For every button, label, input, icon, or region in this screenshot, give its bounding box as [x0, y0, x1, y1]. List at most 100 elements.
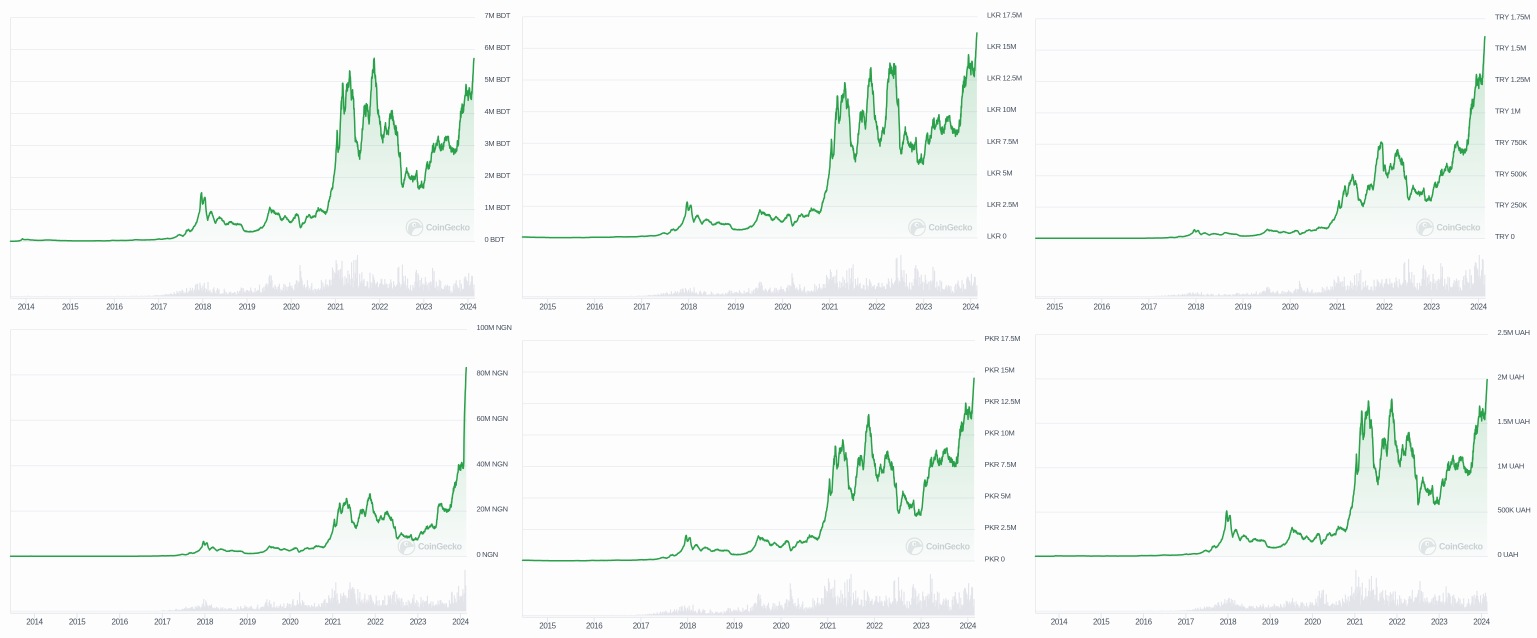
svg-text:2017: 2017 — [154, 617, 171, 626]
svg-text:40M NGN: 40M NGN — [477, 459, 508, 468]
svg-text:20M NGN: 20M NGN — [477, 505, 508, 514]
svg-text:2014: 2014 — [26, 617, 43, 626]
svg-text:2.5M UAH: 2.5M UAH — [1498, 328, 1530, 337]
svg-text:PKR 0: PKR 0 — [985, 555, 1005, 564]
svg-text:2015: 2015 — [1093, 617, 1110, 626]
svg-text:100M NGN: 100M NGN — [477, 323, 512, 332]
svg-text:2016: 2016 — [586, 621, 603, 630]
svg-text:3M BDT: 3M BDT — [485, 139, 511, 148]
svg-text:PKR 5M: PKR 5M — [985, 492, 1011, 501]
svg-text:2020: 2020 — [283, 302, 300, 311]
svg-text:2018: 2018 — [1188, 302, 1205, 311]
svg-text:2023: 2023 — [410, 617, 427, 626]
svg-text:PKR 2.5M: PKR 2.5M — [985, 523, 1017, 532]
svg-text:2022: 2022 — [1389, 617, 1406, 626]
svg-text:LKR 15M: LKR 15M — [987, 42, 1016, 51]
svg-text:2019: 2019 — [726, 621, 743, 630]
svg-text:LKR 17.5M: LKR 17.5M — [987, 10, 1022, 19]
svg-text:0 NGN: 0 NGN — [477, 550, 498, 559]
svg-text:60M NGN: 60M NGN — [477, 414, 508, 423]
svg-text:LKR 7.5M: LKR 7.5M — [987, 137, 1018, 146]
svg-text:2017: 2017 — [633, 302, 650, 311]
svg-text:2018: 2018 — [195, 302, 212, 311]
svg-text:2016: 2016 — [586, 302, 603, 311]
svg-text:2015: 2015 — [62, 302, 79, 311]
svg-text:5M BDT: 5M BDT — [485, 75, 511, 84]
svg-text:PKR 12.5M: PKR 12.5M — [985, 397, 1021, 406]
svg-text:2023: 2023 — [915, 302, 932, 311]
svg-text:500K UAH: 500K UAH — [1498, 506, 1531, 515]
svg-text:PKR 15M: PKR 15M — [985, 366, 1015, 375]
svg-text:2018: 2018 — [197, 617, 214, 626]
svg-text:2019: 2019 — [727, 302, 744, 311]
svg-text:TRY 1.75M: TRY 1.75M — [1495, 12, 1530, 21]
svg-text:2021: 2021 — [327, 302, 344, 311]
svg-text:TRY 1M: TRY 1M — [1495, 107, 1520, 116]
svg-text:2020: 2020 — [773, 621, 790, 630]
svg-text:2021: 2021 — [324, 617, 341, 626]
svg-text:PKR 10M: PKR 10M — [985, 429, 1015, 438]
svg-text:2016: 2016 — [111, 617, 128, 626]
svg-text:TRY 750K: TRY 750K — [1495, 138, 1527, 147]
svg-text:2021: 2021 — [1329, 302, 1346, 311]
svg-text:2024: 2024 — [1470, 302, 1487, 311]
svg-text:TRY 1.5M: TRY 1.5M — [1495, 44, 1526, 53]
svg-text:2016: 2016 — [1135, 617, 1152, 626]
svg-text:2018: 2018 — [680, 302, 697, 311]
svg-text:0 UAH: 0 UAH — [1498, 550, 1519, 559]
svg-text:2024: 2024 — [460, 302, 477, 311]
svg-text:2024: 2024 — [960, 621, 977, 630]
svg-text:4M BDT: 4M BDT — [485, 107, 511, 116]
svg-text:2017: 2017 — [150, 302, 167, 311]
svg-text:7M BDT: 7M BDT — [485, 11, 511, 20]
svg-text:2021: 2021 — [821, 302, 838, 311]
svg-text:2019: 2019 — [1235, 302, 1252, 311]
svg-text:1M UAH: 1M UAH — [1498, 461, 1525, 470]
svg-text:PKR 7.5M: PKR 7.5M — [985, 460, 1017, 469]
svg-text:TRY 250K: TRY 250K — [1495, 201, 1527, 210]
svg-text:2015: 2015 — [539, 302, 556, 311]
svg-text:2014: 2014 — [1051, 617, 1068, 626]
svg-text:1.5M UAH: 1.5M UAH — [1498, 417, 1530, 426]
svg-text:2024: 2024 — [452, 617, 469, 626]
svg-text:LKR 5M: LKR 5M — [987, 168, 1012, 177]
svg-text:2022: 2022 — [866, 621, 883, 630]
svg-text:TRY 500K: TRY 500K — [1495, 169, 1527, 178]
svg-text:2023: 2023 — [416, 302, 433, 311]
svg-text:2M BDT: 2M BDT — [485, 171, 511, 180]
svg-text:2020: 2020 — [282, 617, 299, 626]
svg-text:2018: 2018 — [1220, 617, 1237, 626]
svg-text:LKR 2.5M: LKR 2.5M — [987, 200, 1018, 209]
svg-text:2016: 2016 — [1093, 302, 1110, 311]
svg-text:2022: 2022 — [371, 302, 388, 311]
svg-text:2024: 2024 — [1473, 617, 1490, 626]
svg-text:2023: 2023 — [1423, 302, 1440, 311]
svg-text:2020: 2020 — [774, 302, 791, 311]
svg-text:PKR 17.5M: PKR 17.5M — [985, 334, 1021, 343]
svg-text:LKR 10M: LKR 10M — [987, 105, 1016, 114]
svg-text:2022: 2022 — [1376, 302, 1393, 311]
svg-text:TRY 1.25M: TRY 1.25M — [1495, 75, 1530, 84]
svg-text:2017: 2017 — [1178, 617, 1195, 626]
svg-text:2019: 2019 — [239, 302, 256, 311]
svg-text:2020: 2020 — [1282, 302, 1299, 311]
svg-text:2018: 2018 — [679, 621, 696, 630]
svg-text:2015: 2015 — [69, 617, 86, 626]
svg-text:2022: 2022 — [868, 302, 885, 311]
svg-text:2021: 2021 — [1347, 617, 1364, 626]
svg-text:2023: 2023 — [1431, 617, 1448, 626]
svg-text:2017: 2017 — [1141, 302, 1158, 311]
svg-text:0 BDT: 0 BDT — [485, 235, 505, 244]
svg-text:2019: 2019 — [1262, 617, 1279, 626]
svg-text:1M BDT: 1M BDT — [485, 203, 511, 212]
svg-text:2023: 2023 — [913, 621, 930, 630]
svg-text:2017: 2017 — [633, 621, 650, 630]
svg-text:6M BDT: 6M BDT — [485, 43, 511, 52]
svg-text:2020: 2020 — [1304, 617, 1321, 626]
svg-text:LKR 0: LKR 0 — [987, 232, 1006, 241]
svg-text:2024: 2024 — [962, 302, 979, 311]
svg-text:TRY 0: TRY 0 — [1495, 232, 1515, 241]
svg-text:2021: 2021 — [819, 621, 836, 630]
svg-text:2015: 2015 — [1046, 302, 1063, 311]
svg-text:2M UAH: 2M UAH — [1498, 373, 1525, 382]
